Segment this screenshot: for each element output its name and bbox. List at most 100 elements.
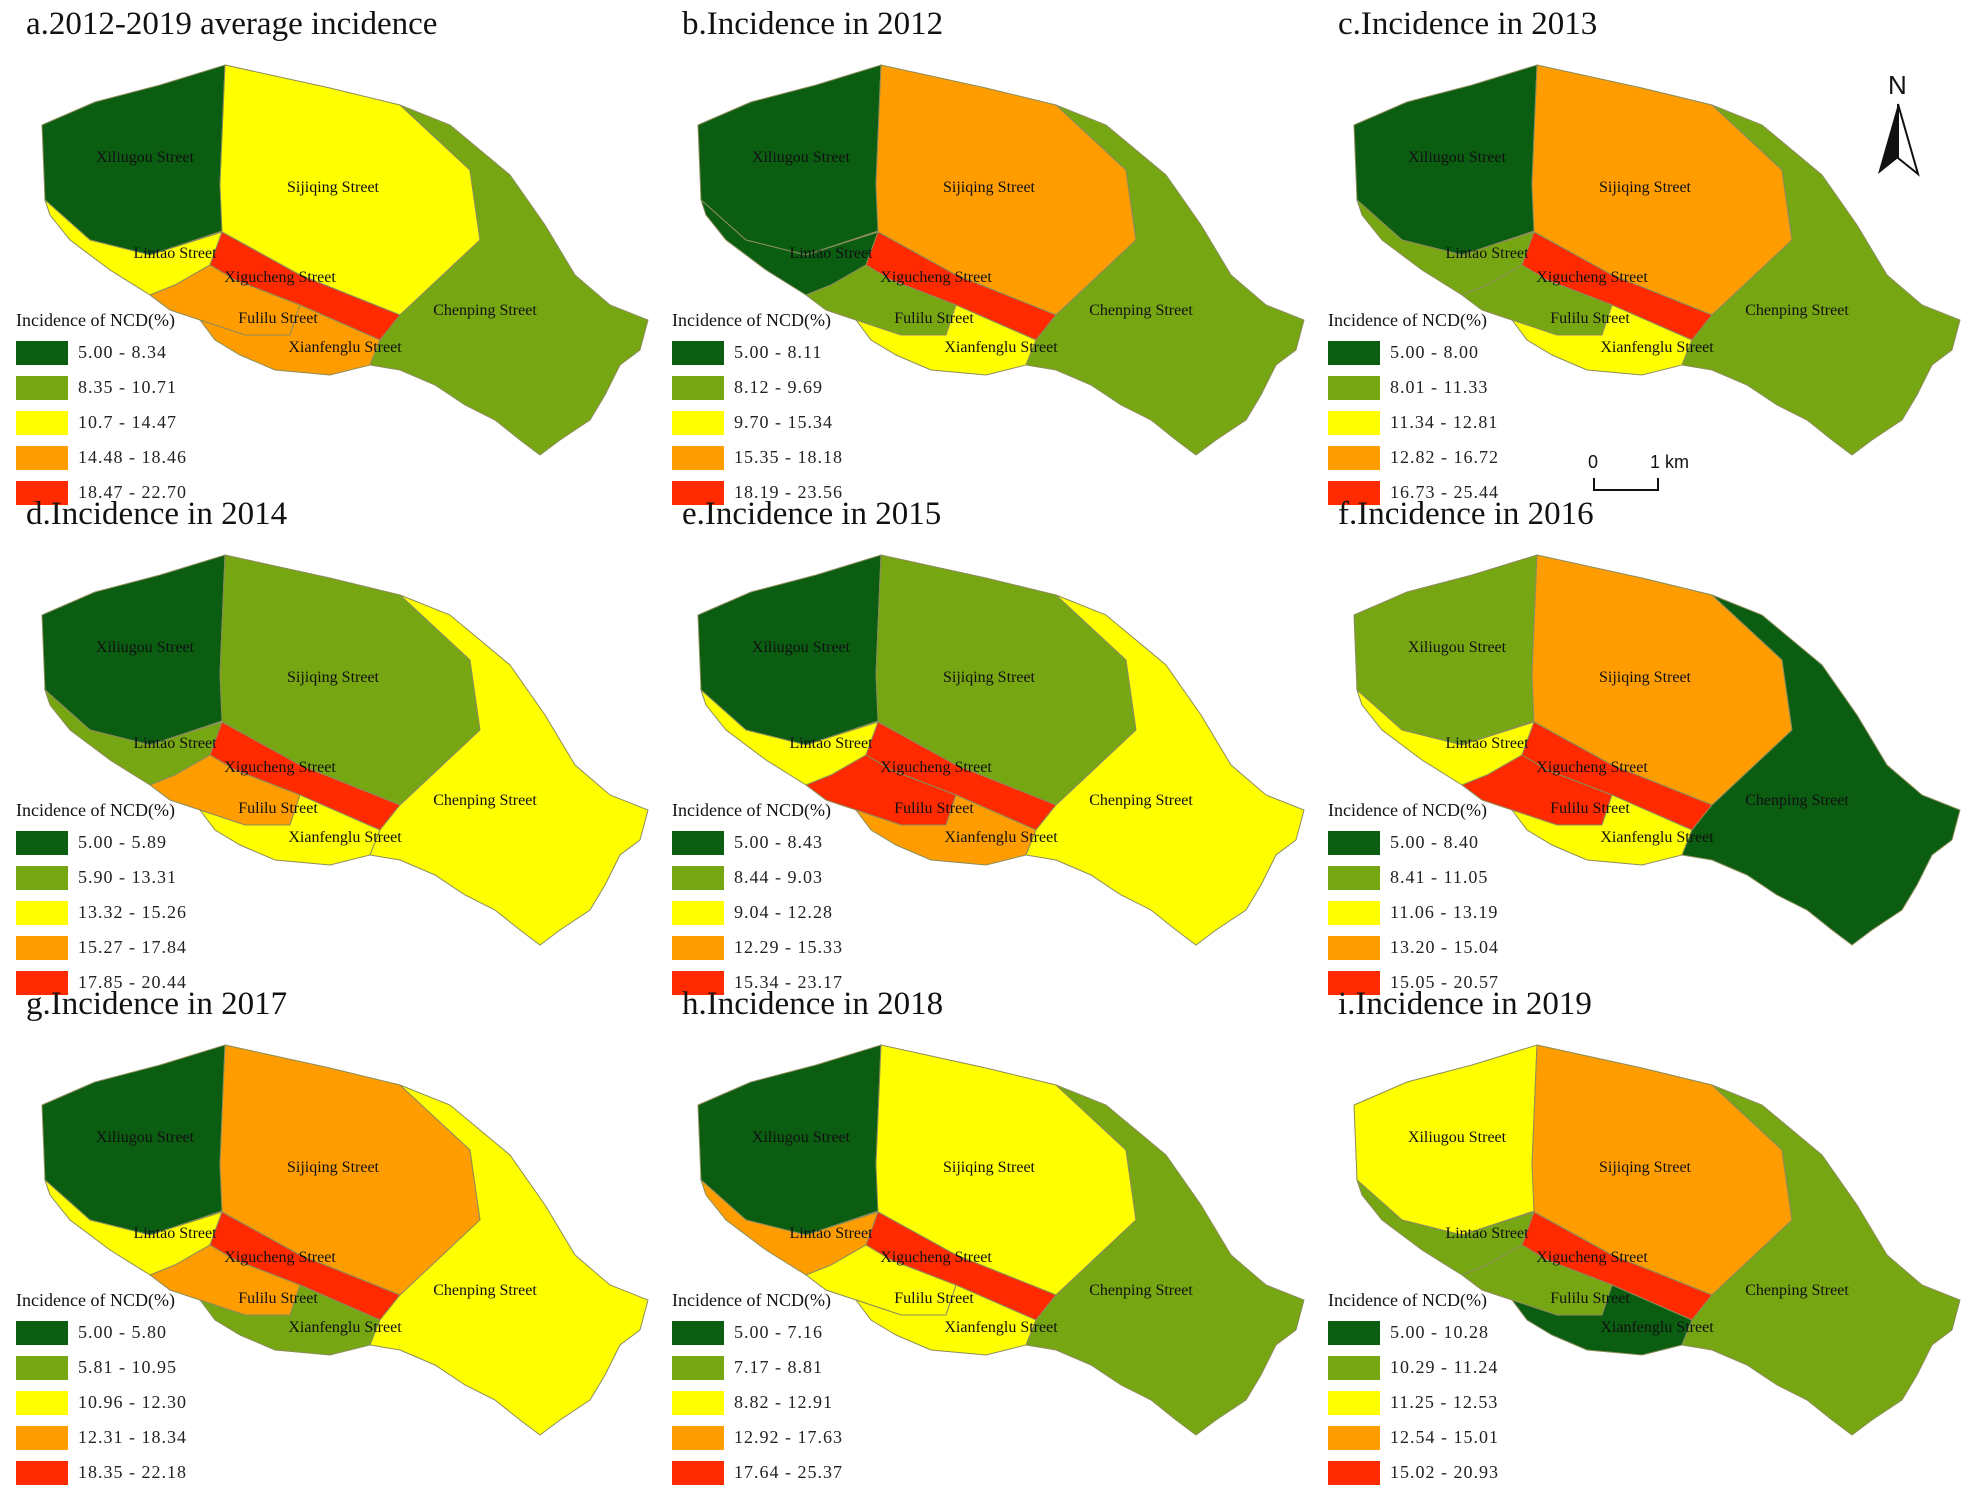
- legend-swatch: [1328, 445, 1380, 470]
- street-label-chenping: Chenping Street: [1745, 792, 1849, 809]
- legend-label: 9.04 - 12.28: [734, 902, 833, 922]
- street-label-xianfenglu: Xianfenglu Street: [288, 339, 402, 356]
- legend-item: 8.12 - 9.69: [672, 370, 843, 405]
- region-chenping: [1681, 104, 1961, 456]
- street-label-fulilu: Fulilu Street: [894, 800, 974, 817]
- legend-label: 5.00 - 8.40: [1390, 832, 1479, 852]
- legend-item: 5.00 - 8.11: [672, 335, 843, 370]
- legend-label: 5.00 - 8.43: [734, 832, 823, 852]
- legend-title: Incidence of NCD(%): [1328, 800, 1487, 820]
- street-label-sijiqing: Sijiqing Street: [287, 179, 380, 196]
- legend-swatch: [672, 1425, 724, 1450]
- legend-label: 17.85 - 20.44: [78, 972, 187, 992]
- legend-item: 8.41 - 11.05: [1328, 860, 1499, 895]
- legend-swatch: [672, 830, 724, 855]
- region-chenping: [1681, 594, 1961, 946]
- legend-item: 8.01 - 11.33: [1328, 370, 1499, 405]
- legend-item: 5.00 - 8.34: [16, 335, 187, 370]
- legend-swatch: [1328, 1460, 1380, 1485]
- legend: Incidence of NCD(%) 5.00 - 5.80 5.81 - 10.…: [16, 1290, 187, 1490]
- legend-label: 12.82 - 16.72: [1390, 447, 1499, 467]
- legend-swatch: [16, 830, 68, 855]
- legend-title: Incidence of NCD(%): [672, 800, 831, 820]
- legend: Incidence of NCD(%) 5.00 - 8.00 8.01 - 11.…: [1328, 310, 1499, 510]
- legend-label: 5.81 - 10.95: [78, 1357, 177, 1377]
- legend-item: 12.82 - 16.72: [1328, 440, 1499, 475]
- legend-swatch: [1328, 480, 1380, 505]
- street-label-xigucheng: Xigucheng Street: [880, 269, 992, 286]
- legend-swatch: [672, 900, 724, 925]
- legend-item: 12.29 - 15.33: [672, 930, 843, 965]
- legend-swatch: [672, 1355, 724, 1380]
- legend-item: 14.48 - 18.46: [16, 440, 187, 475]
- legend-item: 18.35 - 22.18: [16, 1455, 187, 1490]
- legend-item: 18.47 - 22.70: [16, 475, 187, 510]
- legend-label: 15.02 - 20.93: [1390, 1462, 1499, 1482]
- legend-item: 12.54 - 15.01: [1328, 1420, 1499, 1455]
- legend-item: 10.96 - 12.30: [16, 1385, 187, 1420]
- legend-swatch: [1328, 935, 1380, 960]
- legend-title: Incidence of NCD(%): [16, 800, 175, 820]
- street-label-xianfenglu: Xianfenglu Street: [288, 829, 402, 846]
- street-label-fulilu: Fulilu Street: [238, 800, 318, 817]
- legend-item: 5.00 - 8.43: [672, 825, 843, 860]
- legend: Incidence of NCD(%) 5.00 - 8.11 8.12 - 9.6…: [672, 310, 843, 510]
- legend-label: 15.27 - 17.84: [78, 937, 187, 957]
- legend-swatch: [16, 410, 68, 435]
- map-panel-g: Xiliugou Street Sijiqing Street Lintao Str…: [0, 980, 656, 1485]
- street-label-fulilu: Fulilu Street: [1550, 1290, 1630, 1307]
- legend-swatch: [1328, 1425, 1380, 1450]
- street-label-xiliugou: Xiliugou Street: [752, 1129, 851, 1146]
- legend-label: 8.41 - 11.05: [1390, 867, 1489, 887]
- legend: Incidence of NCD(%) 5.00 - 8.40 8.41 - 11.…: [1328, 800, 1499, 1000]
- legend-swatch: [672, 480, 724, 505]
- legend-item: 5.00 - 5.89: [16, 825, 187, 860]
- legend-label: 9.70 - 15.34: [734, 412, 833, 432]
- legend-swatch: [672, 1460, 724, 1485]
- street-label-xigucheng: Xigucheng Street: [1536, 759, 1648, 776]
- street-label-xiliugou: Xiliugou Street: [96, 639, 195, 656]
- legend-item: 5.00 - 8.40: [1328, 825, 1499, 860]
- street-label-sijiqing: Sijiqing Street: [943, 1159, 1036, 1176]
- street-label-xigucheng: Xigucheng Street: [224, 269, 336, 286]
- legend-swatch: [16, 480, 68, 505]
- panel-title: d.Incidence in 2014: [26, 496, 288, 532]
- region-chenping: [369, 1084, 649, 1436]
- street-label-sijiqing: Sijiqing Street: [943, 669, 1036, 686]
- legend-label: 15.35 - 18.18: [734, 447, 843, 467]
- street-label-xiliugou: Xiliugou Street: [1408, 1129, 1507, 1146]
- legend-item: 8.44 - 9.03: [672, 860, 843, 895]
- legend-label: 5.00 - 8.34: [78, 342, 167, 362]
- legend-swatch: [16, 340, 68, 365]
- legend-label: 18.35 - 22.18: [78, 1462, 187, 1482]
- street-label-fulilu: Fulilu Street: [1550, 800, 1630, 817]
- district-map: Xiliugou Street Sijiqing Street Lintao Str…: [41, 554, 649, 946]
- legend-swatch: [1328, 1390, 1380, 1415]
- legend-item: 15.02 - 20.93: [1328, 1455, 1499, 1490]
- district-map: Xiliugou Street Sijiqing Street Lintao Str…: [697, 554, 1305, 946]
- street-label-lintao: Lintao Street: [1445, 245, 1529, 262]
- region-chenping: [1025, 104, 1305, 456]
- street-label-chenping: Chenping Street: [1089, 1282, 1193, 1299]
- legend-label: 18.19 - 23.56: [734, 482, 843, 502]
- legend: Incidence of NCD(%) 5.00 - 5.89 5.90 - 13.…: [16, 800, 187, 1000]
- legend-item: 15.34 - 23.17: [672, 965, 843, 1000]
- street-label-lintao: Lintao Street: [133, 1225, 217, 1242]
- panel-title: c.Incidence in 2013: [1338, 6, 1598, 42]
- legend-swatch: [672, 970, 724, 995]
- north-arrow-icon: [1878, 103, 1920, 177]
- street-label-sijiqing: Sijiqing Street: [1599, 179, 1692, 196]
- legend-label: 7.17 - 8.81: [734, 1357, 823, 1377]
- legend-swatch: [1328, 970, 1380, 995]
- legend-item: 9.04 - 12.28: [672, 895, 843, 930]
- legend-item: 15.27 - 17.84: [16, 930, 187, 965]
- legend-swatch: [16, 375, 68, 400]
- legend-swatch: [672, 410, 724, 435]
- legend-item: 13.20 - 15.04: [1328, 930, 1499, 965]
- panel-title: a.2012-2019 average incidence: [26, 6, 438, 42]
- street-label-chenping: Chenping Street: [1089, 792, 1193, 809]
- street-label-sijiqing: Sijiqing Street: [287, 1159, 380, 1176]
- street-label-xiliugou: Xiliugou Street: [1408, 149, 1507, 166]
- legend-swatch: [672, 375, 724, 400]
- legend-item: 16.73 - 25.44: [1328, 475, 1499, 510]
